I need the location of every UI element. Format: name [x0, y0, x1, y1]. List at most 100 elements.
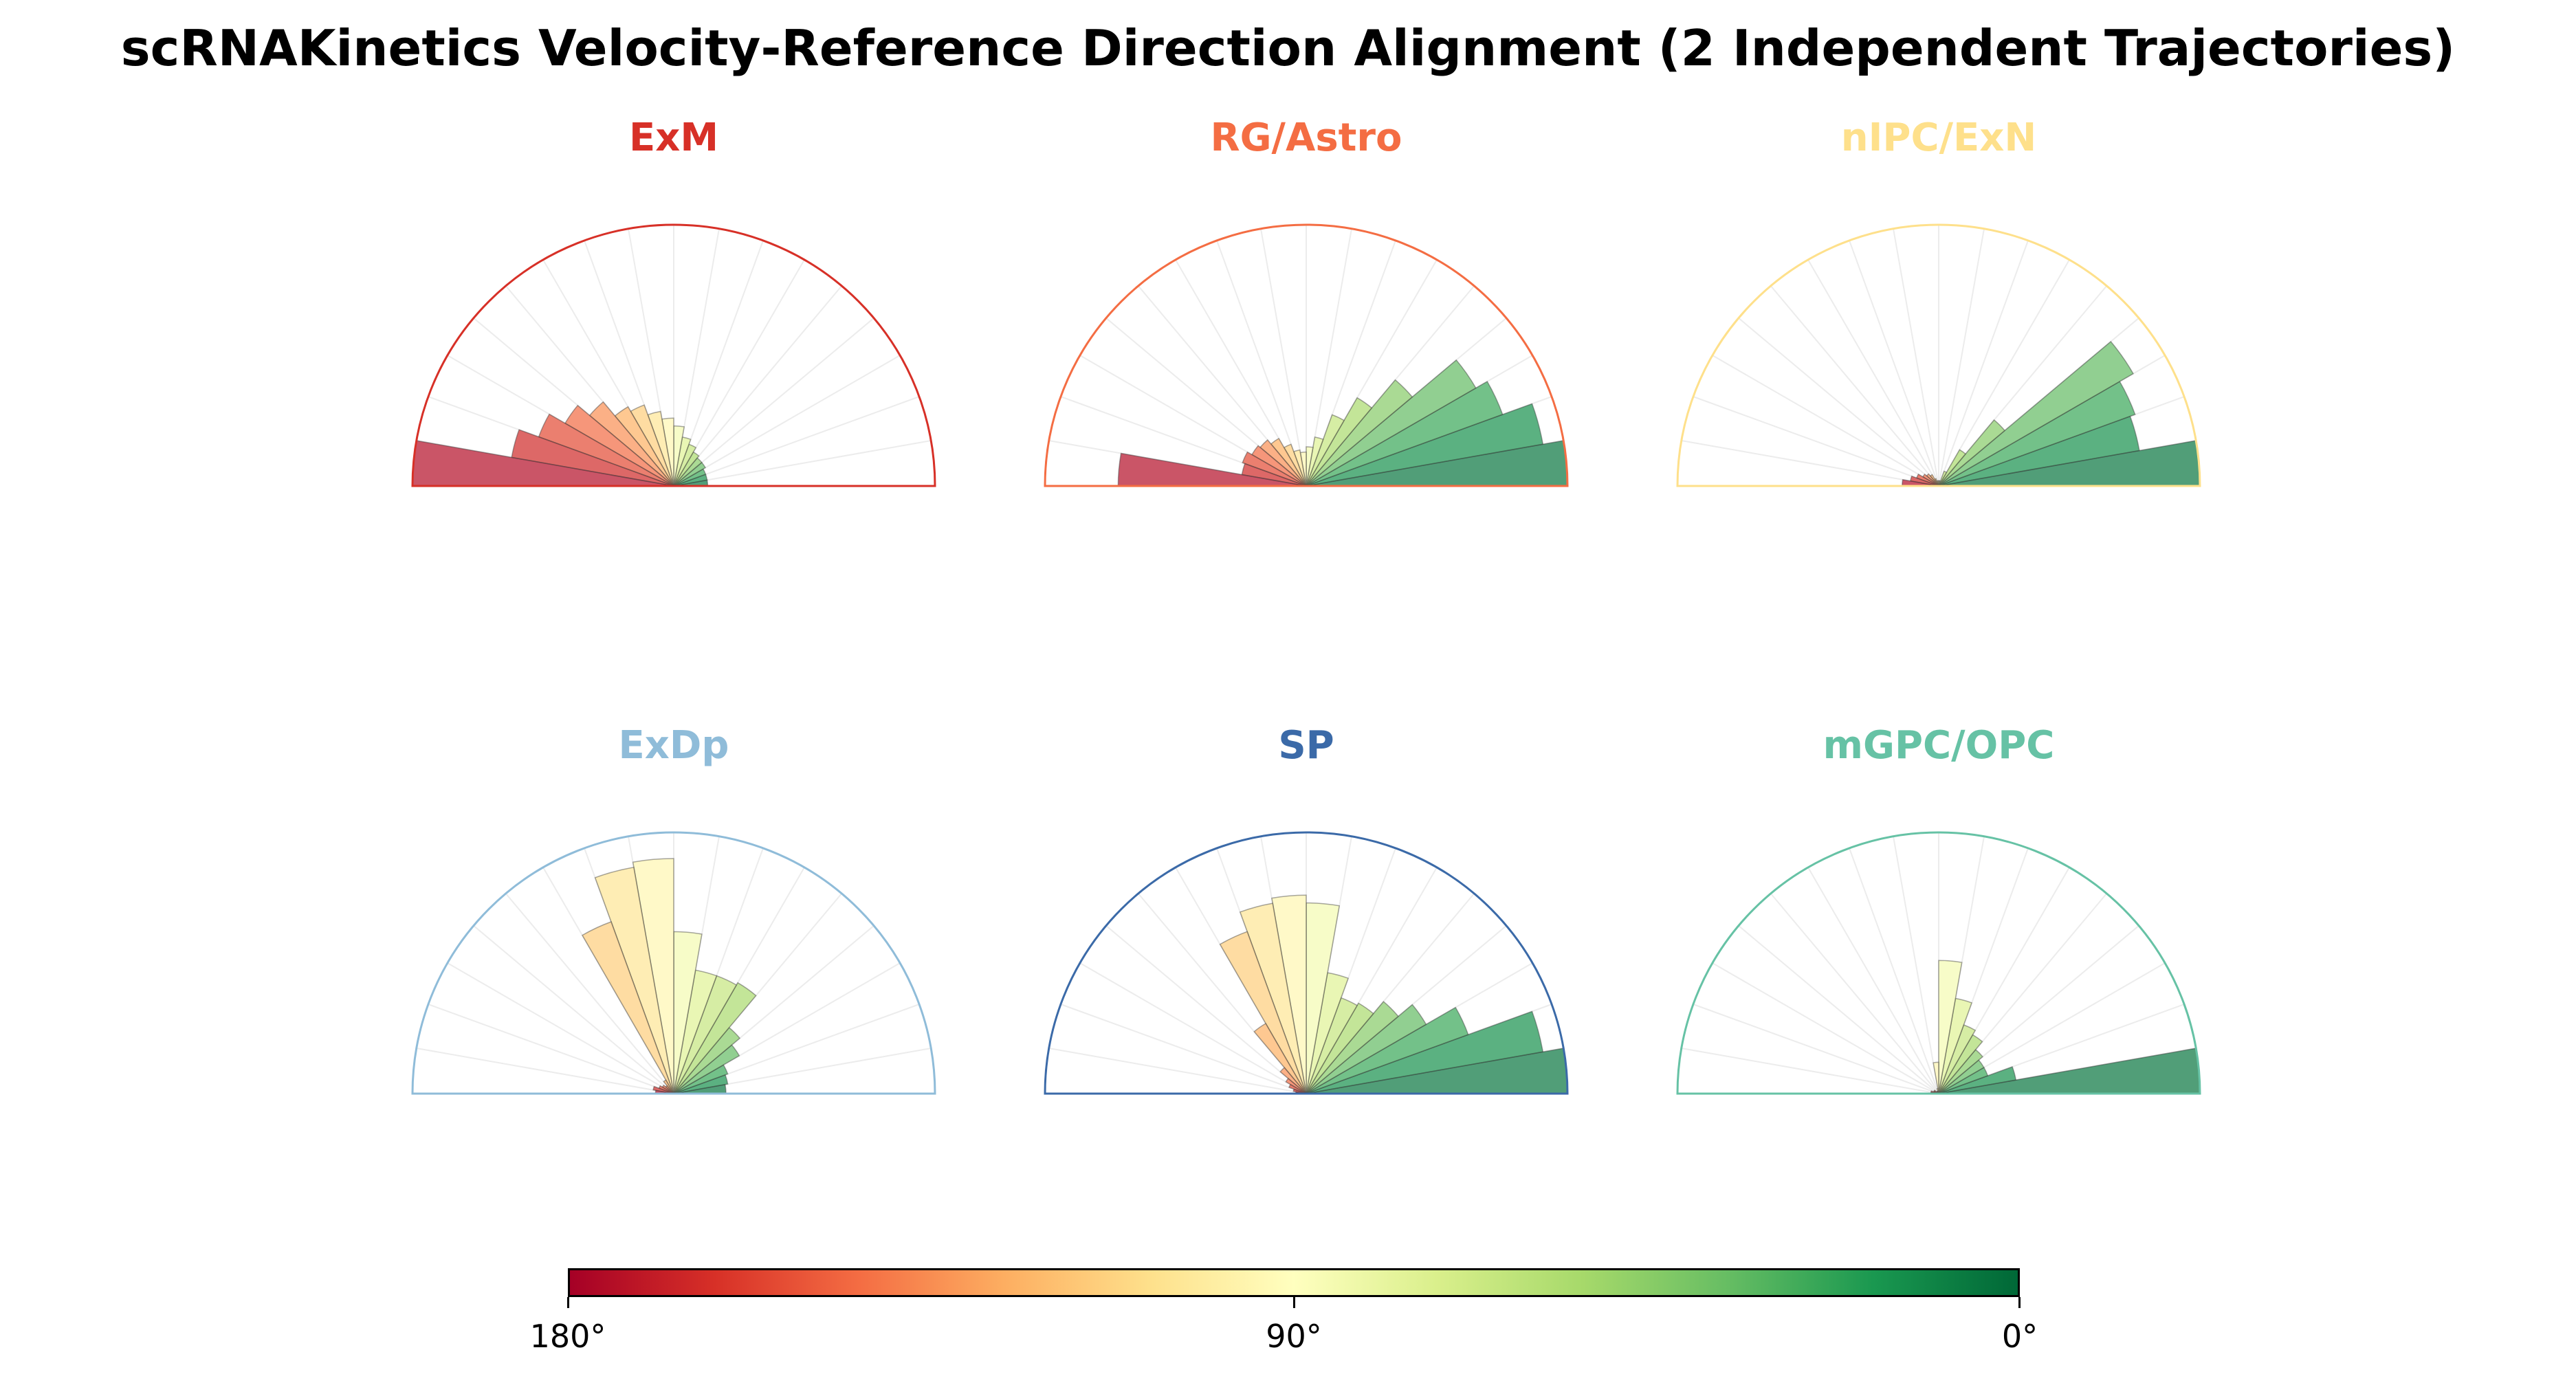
- colorbar: [567, 1268, 2021, 1308]
- grid-spoke: [428, 1004, 674, 1094]
- bar-rg-astro-165: [1241, 463, 1307, 487]
- grid-spoke: [1770, 285, 1939, 487]
- bar-sp-55: [1306, 1002, 1374, 1094]
- grid-spoke: [1693, 1004, 1939, 1094]
- bar-sp-95: [1271, 894, 1307, 1094]
- bar-exdp-25: [673, 1064, 729, 1094]
- bar-exdp-95: [632, 858, 674, 1094]
- bar-nipc-exn-125: [1929, 474, 1939, 487]
- bar-mgpc-opc-105: [1936, 1087, 1939, 1094]
- bar-rg-astro-75: [1306, 436, 1324, 487]
- polar-frame-nipc-exn: [1676, 223, 2201, 487]
- bar-exm-165: [511, 429, 674, 487]
- grid-spoke: [673, 285, 843, 487]
- grid-spoke: [1938, 259, 2070, 487]
- bar-exm-105: [647, 410, 674, 487]
- bar-nipc-exn-65: [1938, 470, 1948, 487]
- colorbar-tick-90: [1293, 1297, 1295, 1308]
- bar-exm-15: [673, 474, 708, 487]
- grid-spoke: [1807, 867, 1939, 1094]
- grid-spoke: [428, 396, 674, 487]
- grid-spoke: [1079, 962, 1307, 1094]
- grid-spoke: [1938, 355, 2166, 487]
- bar-sp-35: [1306, 1004, 1427, 1094]
- bar-nipc-exn-115: [1934, 478, 1939, 487]
- polar-panel-mgpc-opc: [1676, 831, 2201, 1095]
- bar-exm-35: [673, 461, 707, 487]
- panel-title-exdp: ExDp: [618, 723, 729, 768]
- grid-spoke: [1849, 848, 1939, 1094]
- grid-spoke: [584, 240, 674, 487]
- bar-nipc-exn-145: [1922, 473, 1939, 487]
- grid-spoke: [1738, 317, 1939, 487]
- bar-nipc-exn-155: [1915, 473, 1939, 487]
- colorbar-label-0: 0°: [2001, 1318, 2038, 1355]
- grid-spoke: [1893, 228, 1939, 487]
- bar-rg-astro-65: [1306, 414, 1345, 487]
- colorbar-gradient: [568, 1268, 2020, 1297]
- grid-spoke: [1938, 240, 2029, 487]
- polar-panel-nipc-exn: [1676, 223, 2201, 487]
- bar-sp-145: [1285, 1077, 1307, 1094]
- panel-title-rg-astro: RG/Astro: [1210, 115, 1402, 160]
- bar-mgpc-opc-95: [1933, 1061, 1939, 1094]
- bar-rg-astro-35: [1306, 359, 1477, 487]
- bar-mgpc-opc-85: [1938, 960, 1963, 1094]
- bar-exdp-75: [673, 969, 718, 1094]
- bar-rg-astro-155: [1242, 451, 1307, 487]
- bar-rg-astro-15: [1306, 403, 1544, 487]
- grid-spoke: [1060, 396, 1307, 487]
- bar-nipc-exn-25: [1938, 380, 2136, 487]
- polar-frame-sp: [1044, 831, 1569, 1095]
- grid-spoke: [1738, 925, 1939, 1094]
- bar-exm-85: [673, 425, 685, 487]
- colorbar-label-180: 180°: [529, 1318, 606, 1355]
- grid-spoke: [1060, 1004, 1307, 1094]
- bar-exdp-155: [658, 1085, 674, 1094]
- bar-rg-astro-25: [1306, 380, 1504, 487]
- grid-spoke: [1893, 836, 1939, 1094]
- bar-exm-45: [673, 457, 703, 487]
- grid-spoke: [1807, 259, 1939, 487]
- grid-spoke: [1681, 440, 1939, 487]
- polar-frame-mgpc-opc: [1676, 831, 2201, 1095]
- grid-spoke: [1712, 355, 1939, 487]
- main-title: scRNAKinetics Velocity-Reference Directi…: [120, 19, 2456, 77]
- colorbar-tick-0: [2018, 1297, 2021, 1308]
- bar-mgpc-opc-25: [1938, 1066, 1989, 1094]
- grid-spoke: [1048, 1048, 1307, 1094]
- panel-title-sp: SP: [1278, 723, 1334, 768]
- bar-exdp-105: [594, 866, 674, 1094]
- bar-rg-astro-45: [1306, 379, 1413, 487]
- bar-sp-85: [1306, 902, 1341, 1094]
- bar-nipc-exn-75: [1938, 480, 1941, 487]
- grid-spoke: [1260, 228, 1307, 487]
- bar-sp-155: [1288, 1083, 1307, 1094]
- grid-spoke: [1681, 1048, 1939, 1094]
- bar-sp-115: [1219, 931, 1307, 1094]
- bar-exdp-135: [665, 1085, 674, 1094]
- bar-mgpc-opc-15: [1938, 1066, 2017, 1094]
- panel-title-mgpc-opc: mGPC/OPC: [1823, 723, 2055, 768]
- colorbar-tick-180: [567, 1297, 569, 1308]
- bar-rg-astro-105: [1292, 449, 1307, 487]
- grid-spoke: [673, 440, 932, 487]
- panel-title-nipc-exn: nIPC/ExN: [1840, 115, 2037, 160]
- grid-spoke: [473, 925, 674, 1094]
- grid-spoke: [1306, 317, 1507, 487]
- bar-nipc-exn-165: [1909, 475, 1939, 487]
- bar-exm-135: [588, 401, 674, 487]
- bar-sp-105: [1239, 903, 1307, 1094]
- grid-spoke: [1693, 396, 1939, 487]
- bar-sp-45: [1306, 1001, 1399, 1094]
- bar-sp-165: [1292, 1088, 1307, 1094]
- bar-sp-15: [1306, 1010, 1544, 1094]
- polar-panel-rg-astro: [1044, 223, 1569, 487]
- grid-spoke: [1712, 962, 1939, 1094]
- bar-nipc-exn-45: [1938, 419, 2006, 487]
- bar-sp-25: [1306, 1006, 1469, 1094]
- grid-spoke: [1216, 240, 1307, 487]
- grid-spoke: [1849, 240, 1939, 487]
- bar-nipc-exn-135: [1926, 473, 1939, 487]
